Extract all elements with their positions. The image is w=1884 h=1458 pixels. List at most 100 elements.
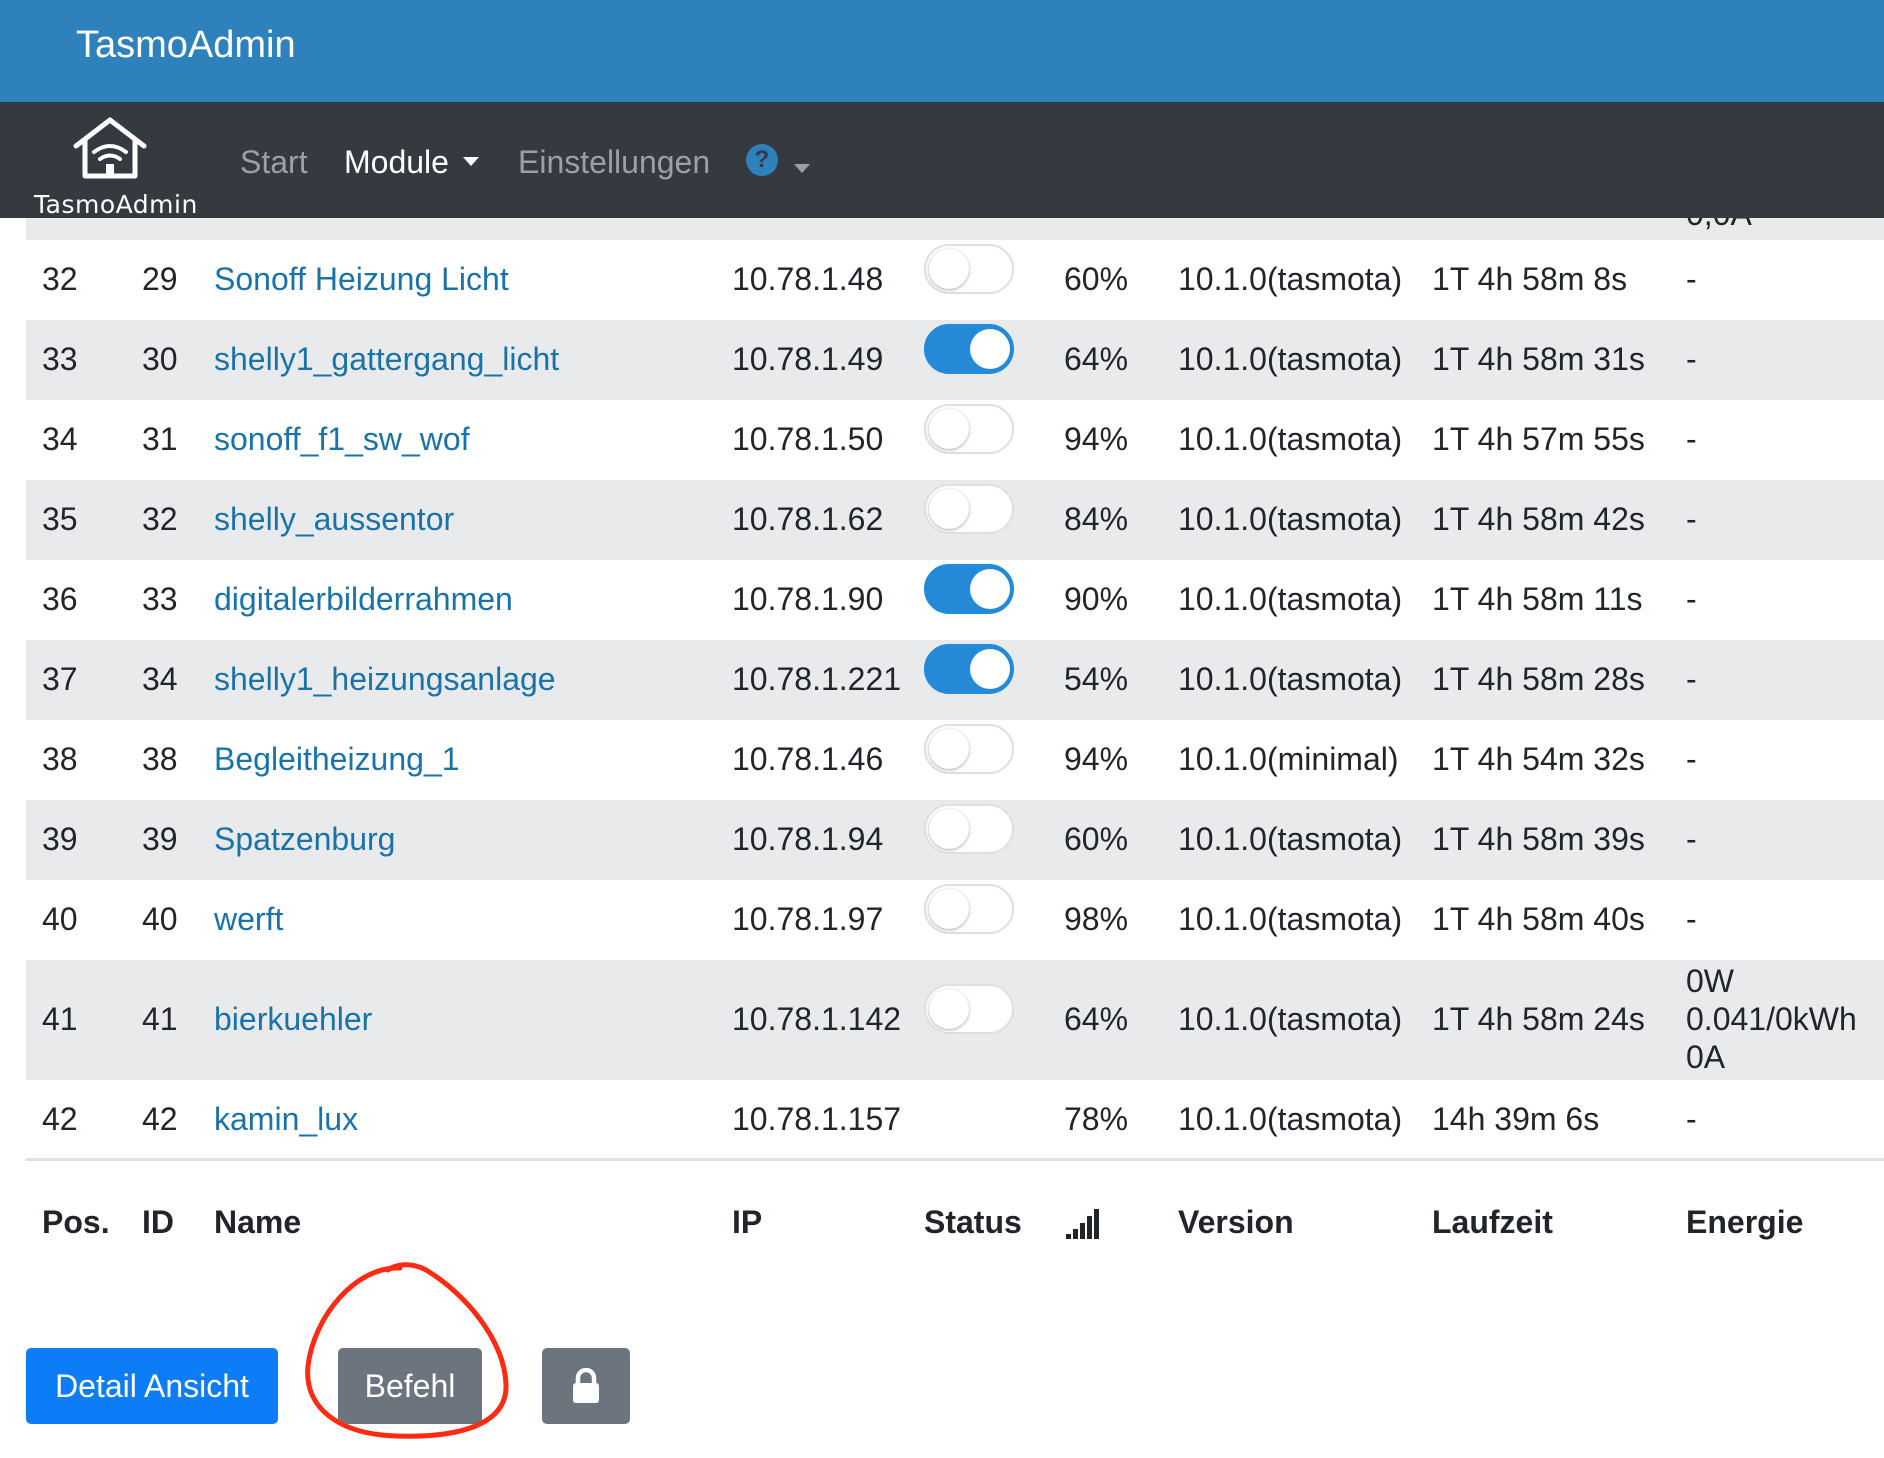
device-name-link[interactable]: werft [214,901,284,937]
nav-module[interactable]: Module [344,144,479,181]
toggle-knob [970,649,1010,689]
firmware-version: 10.1.0(tasmota) [1178,421,1403,457]
device-name-link[interactable]: Spatzenburg [214,821,396,857]
uptime-value: 1T 4h 58m 31s [1432,341,1645,377]
power-toggle[interactable] [924,404,1014,454]
energy-value: - [1686,661,1697,697]
energy-value: - [1686,901,1697,937]
power-toggle[interactable] [924,644,1014,694]
device-ip: 10.78.1.94 [732,821,884,857]
power-toggle[interactable] [924,984,1014,1034]
toggle-knob [929,989,969,1029]
row-pos: 40 [42,901,78,937]
brand-label: TasmoAdmin [34,190,198,219]
toggle-knob [970,569,1010,609]
help-icon[interactable]: ? [746,144,778,176]
device-ip: 10.78.1.90 [732,581,884,617]
wifi-signal-value: 64% [1064,341,1129,377]
toggle-knob [929,489,969,529]
header-name[interactable]: Name [214,1204,302,1240]
uptime-value: 14h 39m 6s [1432,1101,1600,1137]
row-id: 41 [142,1001,178,1037]
toggle-knob [929,809,969,849]
power-toggle[interactable] [924,244,1014,294]
uptime-value: 1T 4h 58m 28s [1432,661,1645,697]
energy-value: - [1686,581,1697,617]
row-id: 42 [142,1101,178,1137]
nav-einstellungen[interactable]: Einstellungen [518,144,711,180]
table-row: 34 31 sonoff_f1_sw_wof 10.78.1.50 94% 10.1.0(… [26,400,1884,480]
help-dropdown-caret[interactable] [794,160,810,178]
uptime-value: 1T 4h 57m 55s [1432,421,1645,457]
brand-logo[interactable]: TasmoAdmin [28,112,197,219]
device-name-link[interactable]: shelly1_heizungsanlage [214,661,556,697]
firmware-version: 10.1.0(tasmota) [1178,1001,1403,1037]
detail-view-button[interactable]: Detail Ansicht [26,1348,278,1424]
firmware-version: 10.1.0(tasmota) [1178,661,1403,697]
power-toggle[interactable] [924,324,1014,374]
uptime-value: 1T 4h 54m 32s [1432,741,1645,777]
power-toggle[interactable] [924,484,1014,534]
table-divider [26,1158,1884,1161]
energy-value: - [1686,501,1697,537]
device-name-link[interactable]: kamin_lux [214,1101,359,1137]
power-toggle[interactable] [924,804,1014,854]
row-id: 38 [142,741,178,777]
firmware-version: 10.1.0(tasmota) [1178,901,1403,937]
firmware-version: 10.1.0(tasmota) [1178,341,1403,377]
lock-button[interactable] [542,1348,630,1424]
device-name-link[interactable]: Begleitheizung_1 [214,741,460,777]
row-pos: 36 [42,581,78,617]
toggle-knob [929,249,969,289]
header-id[interactable]: ID [142,1204,174,1240]
row-id: 34 [142,661,178,697]
table-row: 38 38 Begleitheizung_1 10.78.1.46 94% 10.1.0(… [26,720,1884,800]
power-toggle[interactable] [924,884,1014,934]
table-row: 35 32 shelly_aussentor 10.78.1.62 84% 10.1.0(… [26,480,1884,560]
row-pos: 42 [42,1101,78,1137]
table-row: 41 41 bierkuehler 10.78.1.142 64% 10.1.0(tasm… [26,960,1884,1080]
wifi-signal-icon[interactable] [1064,1208,1104,1245]
device-ip: 10.78.1.50 [732,421,884,457]
wifi-signal-value: 60% [1064,261,1129,297]
app-title: TasmoAdmin [76,24,296,66]
device-name-link[interactable]: shelly1_gattergang_licht [214,341,560,377]
energy-line: 0A [1686,1039,1726,1075]
header-ip[interactable]: IP [732,1204,763,1240]
table-row: 33 30 shelly1_gattergang_licht 10.78.1.49 64… [26,320,1884,400]
row-id: 40 [142,901,178,937]
wifi-signal-value: 84% [1064,501,1129,537]
main-navbar: TasmoAdmin Start Module Einstellungen ? [0,102,1884,219]
device-ip: 10.78.1.49 [732,341,884,377]
device-name-link[interactable]: digitalerbilderrahmen [214,581,513,617]
device-ip: 10.78.1.142 [732,1001,902,1037]
header-energy[interactable]: Energie [1686,1204,1804,1240]
header-status[interactable]: Status [924,1204,1022,1240]
power-toggle[interactable] [924,564,1014,614]
app-header: TasmoAdmin [0,0,1884,102]
header-pos[interactable]: Pos. [42,1204,110,1240]
firmware-version: 10.1.0(tasmota) [1178,1101,1403,1137]
device-name-link[interactable]: Sonoff Heizung Licht [214,261,509,297]
energy-value: - [1686,341,1697,377]
energy-value: 0,0A [1686,218,1752,233]
energy-value: - [1686,1101,1697,1137]
row-pos: 35 [42,501,78,537]
table-row: 39 39 Spatzenburg 10.78.1.94 60% 10.1.0(tasmo… [26,800,1884,880]
power-toggle[interactable] [924,724,1014,774]
chevron-down-icon [794,164,810,174]
nav-start[interactable]: Start [240,144,308,180]
header-uptime[interactable]: Laufzeit [1432,1204,1553,1240]
energy-values: 0W 0.041/0kWh 0A [1686,962,1857,1076]
device-name-link[interactable]: sonoff_f1_sw_wof [214,421,470,457]
command-button[interactable]: Befehl [338,1348,482,1424]
device-ip: 10.78.1.62 [732,501,884,537]
device-name-link[interactable]: bierkuehler [214,1001,373,1037]
device-ip: 10.78.1.97 [732,901,884,937]
row-pos: 33 [42,341,78,377]
header-version[interactable]: Version [1178,1204,1294,1240]
row-pos: 41 [42,1001,78,1037]
row-pos: 32 [42,261,78,297]
row-pos: 37 [42,661,78,697]
device-name-link[interactable]: shelly_aussentor [214,501,455,537]
